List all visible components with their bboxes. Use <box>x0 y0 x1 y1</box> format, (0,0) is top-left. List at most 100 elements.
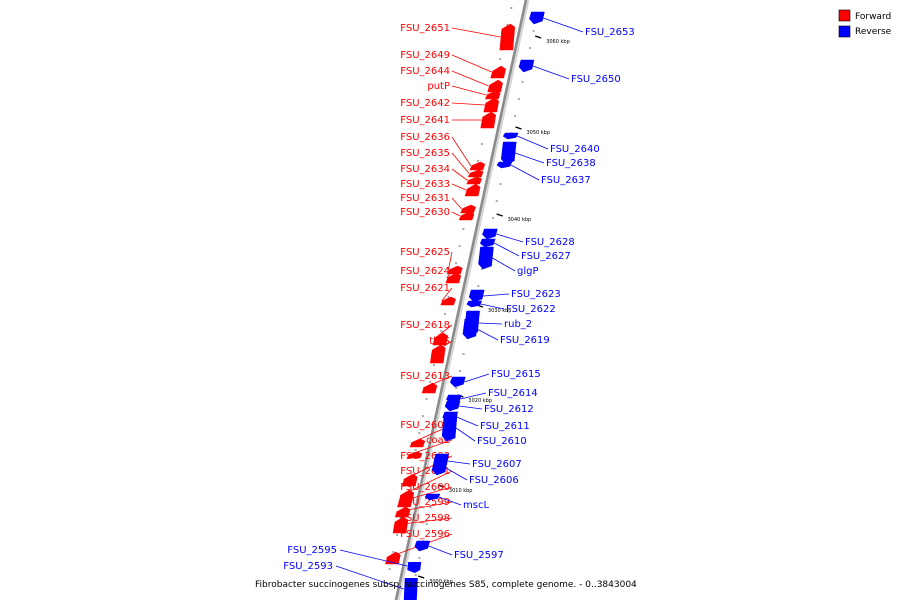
gene-shape[interactable] <box>407 562 422 573</box>
gene-shape[interactable] <box>467 169 484 178</box>
gene-shape[interactable] <box>394 506 411 518</box>
gene-fsu-2633[interactable]: FSU_2633 <box>400 179 481 197</box>
gene-fsu-2593[interactable]: FSU_2593 <box>283 561 418 600</box>
gene-label: FSU_2625 <box>400 247 450 258</box>
gene-fsu-2635[interactable]: FSU_2635 <box>400 148 484 178</box>
gene-shape[interactable] <box>496 161 513 169</box>
gene-fsu-2613[interactable]: FSU_2613 <box>400 371 453 394</box>
gene-shape[interactable] <box>414 540 431 552</box>
gene-thrs[interactable]: thrS <box>429 336 453 364</box>
gene-shape[interactable] <box>466 300 483 308</box>
gene-fsu-2653[interactable]: FSU_2653 <box>529 11 635 38</box>
gene-label: thrS <box>429 336 450 347</box>
gene-shape[interactable] <box>441 414 458 442</box>
leader-line <box>396 501 453 513</box>
gene-fsu-2636[interactable]: FSU_2636 <box>400 132 486 171</box>
gene-label: FSU_2611 <box>480 421 530 432</box>
gene-fsu-2598[interactable]: FSU_2598 <box>392 513 453 534</box>
gene-shape[interactable] <box>424 493 441 501</box>
gene-shape[interactable] <box>500 141 517 165</box>
gene-fsu-2627[interactable]: FSU_2627 <box>479 238 571 262</box>
legend: Forward Reverse <box>838 9 892 38</box>
gene-shape[interactable] <box>482 228 498 240</box>
gene-shape[interactable] <box>403 578 418 600</box>
leader-line <box>459 405 483 410</box>
gene-fsu-2606[interactable]: FSU_2606 <box>431 460 519 486</box>
gene-fsu-2612[interactable]: FSU_2612 <box>444 400 534 415</box>
gene-fsu-2599[interactable]: FSU_2599 <box>394 497 453 518</box>
gene-fsu-2623[interactable]: FSU_2623 <box>468 289 561 303</box>
kbp-tick <box>417 575 425 579</box>
gene-label: FSU_2633 <box>400 179 450 190</box>
gene-shape[interactable] <box>421 382 438 394</box>
gene-shape[interactable] <box>385 551 401 565</box>
gene-shape[interactable] <box>490 65 506 79</box>
gene-coae[interactable]: coaE <box>406 435 453 459</box>
gene-shape[interactable] <box>478 246 494 270</box>
gene-shape[interactable] <box>479 238 496 248</box>
leader-line <box>460 392 487 400</box>
gene-fsu-2650[interactable]: FSU_2650 <box>518 59 621 85</box>
gene-fsu-2615[interactable]: FSU_2615 <box>450 369 541 388</box>
gene-label: FSU_2653 <box>585 27 635 38</box>
gene-fsu-2637[interactable]: FSU_2637 <box>496 161 591 186</box>
gene-label: coaE <box>426 435 450 446</box>
gene-shape[interactable] <box>445 272 462 284</box>
gene-shape[interactable] <box>392 516 409 534</box>
gene-label: FSU_2621 <box>400 283 450 294</box>
gene-shape[interactable] <box>502 132 519 140</box>
gene-fsu-2597[interactable]: FSU_2597 <box>414 540 504 561</box>
gene-fsu-2640[interactable]: FSU_2640 <box>502 132 600 155</box>
gene-shape[interactable] <box>444 400 461 412</box>
gene-shape[interactable] <box>429 344 446 364</box>
gene-shape[interactable] <box>469 161 486 171</box>
gene-shape[interactable] <box>466 176 482 185</box>
gene-fsu-2644[interactable]: FSU_2644 <box>400 66 503 93</box>
gene-fsu-2630[interactable]: FSU_2630 <box>400 207 475 221</box>
gene-fsu-2618[interactable]: FSU_2618 <box>400 320 453 346</box>
leader-line <box>445 467 468 481</box>
gene-shape[interactable] <box>468 289 485 303</box>
kbp-label: 3040 kbp <box>508 217 532 223</box>
gene-shape[interactable] <box>460 204 476 214</box>
leader-line <box>517 135 549 150</box>
gene-shape[interactable] <box>458 211 475 221</box>
gene-fsu-2641[interactable]: FSU_2641 <box>400 111 497 129</box>
gene-fsu-2642[interactable]: FSU_2642 <box>400 97 500 113</box>
gene-label: FSU_2615 <box>491 369 541 380</box>
gene-fsu-2624[interactable]: FSU_2624 <box>400 266 462 284</box>
gene-shape[interactable] <box>518 59 535 73</box>
gene-fsu-2649[interactable]: FSU_2649 <box>400 50 506 79</box>
gene-shape[interactable] <box>484 90 501 100</box>
gene-label: FSU_2614 <box>488 388 538 399</box>
gene-shape[interactable] <box>480 111 497 129</box>
gene-fsu-2600[interactable]: FSU_2600 <box>396 482 453 508</box>
gene-putp[interactable]: putP <box>427 81 501 100</box>
gene-fsu-2628[interactable]: FSU_2628 <box>482 228 575 248</box>
gene-shape[interactable] <box>483 97 500 113</box>
gene-glgp[interactable]: glgP <box>478 246 539 277</box>
gene-fsu-2610[interactable]: FSU_2610 <box>441 414 527 447</box>
gene-shape[interactable] <box>529 11 545 25</box>
gene-fsu-2619[interactable]: FSU_2619 <box>462 318 550 346</box>
gene-fsu-2622[interactable]: FSU_2622 <box>466 300 556 315</box>
gene-shape[interactable] <box>487 79 503 93</box>
gene-shape[interactable] <box>440 296 456 306</box>
gene-shape[interactable] <box>450 376 466 388</box>
gene-shape[interactable] <box>462 318 479 340</box>
gene-fsu-2634[interactable]: FSU_2634 <box>400 164 482 185</box>
gene-shape[interactable] <box>499 23 516 51</box>
gene-label: FSU_2649 <box>400 50 450 61</box>
gene-shape[interactable] <box>432 332 449 346</box>
gene-shape[interactable] <box>431 460 448 476</box>
gene-fsu-2638[interactable]: FSU_2638 <box>500 141 596 169</box>
gene-label: rub_2 <box>504 319 532 330</box>
gene-mscl[interactable]: mscL <box>424 493 489 511</box>
gene-fsu-2651[interactable]: FSU_2651 <box>400 23 516 51</box>
gene-fsu-2595[interactable]: FSU_2595 <box>287 545 422 573</box>
gene-fsu-2621[interactable]: FSU_2621 <box>400 283 456 306</box>
gene-fsu-2631[interactable]: FSU_2631 <box>400 193 476 214</box>
gene-shape[interactable] <box>464 183 481 197</box>
leader-line <box>446 270 453 279</box>
gene-shape[interactable] <box>401 473 418 487</box>
